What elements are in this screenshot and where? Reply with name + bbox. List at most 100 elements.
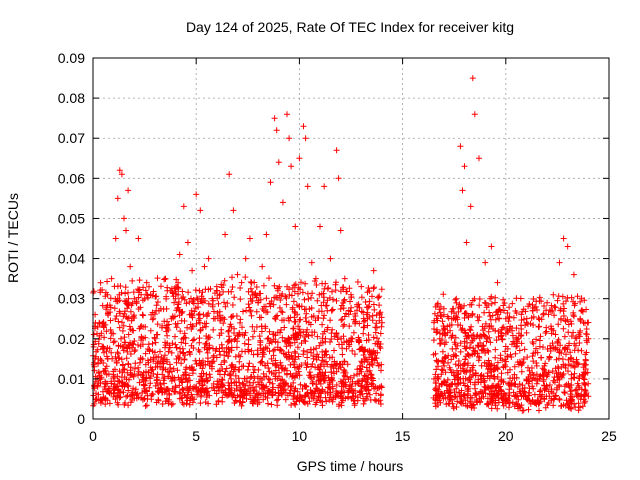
data-point	[564, 346, 571, 353]
data-point	[187, 395, 194, 402]
data-point	[583, 390, 590, 396]
data-point	[166, 391, 173, 398]
data-point	[121, 366, 128, 372]
data-point	[327, 255, 334, 262]
data-point	[585, 335, 592, 342]
data-point	[553, 356, 560, 363]
data-point	[529, 353, 536, 360]
data-point	[289, 373, 295, 380]
data-point	[220, 288, 227, 295]
data-point	[498, 370, 505, 377]
data-point	[291, 388, 298, 395]
data-point	[506, 304, 513, 311]
data-point	[520, 359, 527, 366]
data-point	[362, 299, 369, 305]
data-point	[229, 284, 236, 290]
data-point	[274, 329, 281, 336]
data-point	[313, 282, 320, 288]
data-point	[145, 359, 152, 366]
data-point	[465, 314, 472, 321]
data-point	[116, 167, 123, 174]
data-point	[512, 350, 519, 357]
data-point	[291, 314, 298, 321]
data-point	[137, 355, 144, 361]
data-point	[469, 371, 476, 378]
data-point	[174, 367, 181, 374]
data-point	[328, 361, 335, 368]
data-point	[542, 330, 549, 336]
data-point	[189, 314, 196, 321]
data-point	[576, 373, 583, 379]
data-point	[121, 298, 128, 305]
data-point	[494, 279, 501, 286]
data-point	[347, 374, 354, 381]
data-point	[131, 295, 138, 302]
data-point	[249, 323, 256, 330]
data-point	[560, 401, 567, 408]
data-point	[162, 398, 169, 405]
data-point	[571, 313, 577, 320]
data-point	[557, 317, 564, 323]
data-point	[199, 299, 206, 306]
data-point	[525, 303, 532, 310]
data-point	[107, 326, 114, 333]
data-point	[488, 243, 495, 250]
data-point	[338, 394, 345, 401]
data-point	[221, 359, 228, 366]
data-point	[193, 320, 200, 327]
data-point	[266, 300, 273, 307]
data-point	[294, 344, 301, 351]
data-point	[310, 355, 317, 362]
data-point	[255, 379, 261, 386]
data-point	[545, 388, 552, 395]
data-point	[165, 348, 172, 355]
data-point	[135, 394, 142, 401]
data-point	[513, 295, 520, 302]
data-point	[221, 277, 228, 284]
data-point	[314, 364, 321, 371]
data-point	[185, 289, 192, 296]
data-point	[572, 342, 579, 349]
data-point	[181, 356, 188, 363]
data-point	[536, 407, 542, 414]
data-point	[143, 279, 150, 286]
data-point	[127, 351, 134, 357]
data-point	[355, 337, 362, 344]
data-point	[485, 302, 492, 309]
data-point	[176, 389, 183, 396]
data-point	[291, 288, 298, 295]
data-point	[472, 385, 479, 392]
data-point	[370, 334, 377, 341]
data-point	[205, 300, 212, 307]
data-point	[450, 403, 457, 410]
data-point	[487, 385, 494, 392]
data-point	[521, 346, 528, 353]
data-point	[540, 378, 547, 385]
data-point	[326, 294, 333, 301]
data-point	[499, 336, 506, 343]
data-point	[340, 305, 347, 312]
data-point	[180, 350, 187, 357]
data-point	[369, 375, 376, 382]
data-point	[168, 315, 175, 322]
data-point	[169, 385, 176, 392]
data-point	[369, 362, 376, 368]
data-point	[231, 366, 238, 373]
data-point	[548, 325, 555, 332]
data-point	[454, 314, 460, 321]
data-point	[457, 348, 464, 355]
data-point	[522, 392, 529, 399]
data-point	[555, 321, 562, 328]
data-point	[278, 308, 285, 315]
data-point	[340, 376, 347, 383]
data-point	[236, 379, 243, 386]
data-point	[113, 313, 120, 319]
data-point	[370, 301, 377, 308]
data-point	[308, 294, 314, 301]
data-point	[152, 339, 159, 346]
data-point	[495, 333, 502, 340]
data-point	[250, 379, 257, 386]
data-point	[339, 316, 346, 323]
data-point	[469, 351, 476, 358]
data-point	[452, 380, 458, 387]
